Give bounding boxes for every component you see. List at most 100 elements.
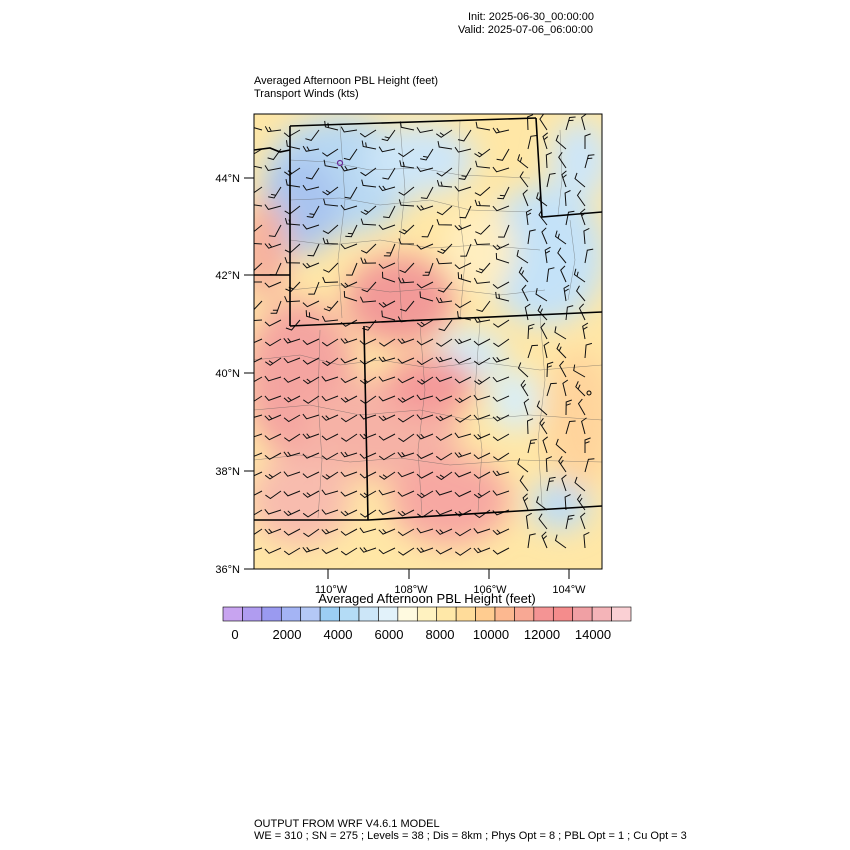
wind-barb [397,509,415,517]
wind-barb [383,243,396,257]
wind-barb [254,376,263,383]
wind-barb [436,179,453,188]
map-title: Averaged Afternoon PBL Height (feet) [254,75,439,87]
colorbar [222,606,632,622]
wind-barb [303,395,320,404]
wind-barb [517,458,529,473]
wind-barb [343,290,358,302]
wind-barb [397,451,415,458]
wind-barb [574,476,586,492]
wind-barb [321,375,339,382]
wind-barb [493,452,510,461]
wind-barb [457,129,472,142]
wind-barb [322,148,339,157]
wind-barb [580,512,586,530]
wind-barb [454,395,472,404]
wind-barb [454,146,472,153]
wind-barb [541,227,548,245]
lat-label-40: 40°N [215,368,240,380]
wind-barb [359,471,377,479]
wind-barb [565,420,576,435]
wind-barb [457,311,472,321]
wind-barb [492,528,510,536]
wind-barb [525,512,532,530]
wind-barb [516,249,529,264]
colorbar-swatch [319,606,340,622]
wind-barb [492,547,510,555]
wind-barb [527,323,535,340]
wind-barb [541,531,548,549]
wind-barb [283,395,301,403]
wind-barb [474,238,491,246]
wind-barb [397,395,415,403]
wind-barb [360,243,377,254]
wind-barb [492,356,510,363]
wind-barb [254,224,263,233]
wind-barb [542,132,549,150]
wind-barb [454,490,472,498]
wind-barb [340,547,358,556]
wind-barb [416,414,434,420]
wind-barb [435,547,453,555]
wind-barb [343,148,358,161]
wind-barb [283,490,301,497]
wind-barb [582,322,589,340]
colorbar-swatch [436,606,457,622]
wind-barb [581,114,587,131]
wind-barb [359,413,377,420]
wind-barb [254,433,263,438]
wind-barb [492,395,510,402]
valid-time: Valid: 2025-07-06_06:00:00 [458,24,593,36]
wind-barb [581,417,587,435]
wind-barb [574,172,586,188]
wind-barb [305,129,320,141]
wind-barb [583,531,590,549]
wind-barb [283,337,301,344]
wind-barb [283,509,301,517]
transport-wind-barbs [254,114,595,556]
wind-barb [302,357,320,365]
wind-barb [493,338,510,348]
wind-barb [492,205,510,212]
wind-barb [302,223,320,230]
wind-barb [397,414,415,423]
wind-barb [321,547,339,555]
wind-barb [378,356,396,363]
colorbar-swatch [339,606,360,622]
wind-barb [559,360,567,378]
wind-barb [475,262,491,274]
wind-barb [546,476,556,492]
wind-barb [378,433,396,441]
lon-label-110: 110°W [315,584,348,596]
wind-barb [454,338,472,345]
wind-barb [522,189,529,207]
wind-barb [302,376,320,385]
colorbar-tick-label: 12000 [523,627,561,642]
wind-barb [264,126,282,133]
lat-label-38: 38°N [215,466,240,478]
wind-barb [417,376,434,385]
wind-barb [302,546,320,553]
wind-barb [302,452,320,459]
wind-barb [283,547,301,556]
wind-barb [323,198,339,207]
wind-barb [473,452,491,460]
wind-barb [544,246,551,264]
wind-barb [283,528,301,536]
wind-barb [254,528,263,536]
wind-barb [492,490,510,496]
wind-barb [264,508,282,515]
wind-barb [378,262,396,269]
wind-barb [539,114,548,131]
wind-barb [340,126,358,133]
wind-barb [438,319,453,332]
wind-barb [322,471,339,480]
wind-barb [573,364,586,378]
wind-barb [346,262,358,276]
wind-barb [421,224,434,238]
wind-barb [546,382,557,397]
wind-barb [492,127,510,134]
wind-barb [473,433,491,440]
wind-barb [564,190,571,207]
colorbar-swatch [222,606,243,622]
